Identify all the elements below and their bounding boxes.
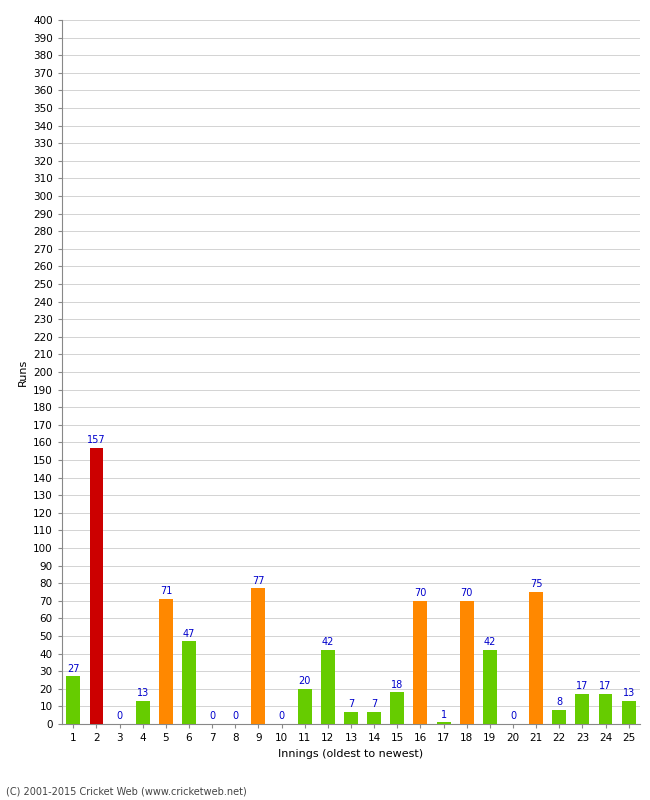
Text: 157: 157	[87, 435, 106, 445]
Bar	[344, 712, 358, 724]
Text: 70: 70	[414, 588, 426, 598]
Text: 20: 20	[298, 676, 311, 686]
Text: 70: 70	[460, 588, 473, 598]
Text: 17: 17	[576, 682, 589, 691]
Text: 7: 7	[348, 699, 354, 709]
Bar	[529, 592, 543, 724]
Text: 0: 0	[278, 711, 285, 722]
Bar	[321, 650, 335, 724]
Text: 0: 0	[510, 711, 516, 722]
Bar	[66, 677, 80, 724]
Text: 1: 1	[441, 710, 447, 720]
Text: 0: 0	[116, 711, 123, 722]
Bar	[437, 722, 450, 724]
Bar	[575, 694, 590, 724]
Text: 13: 13	[136, 689, 149, 698]
Bar	[599, 694, 612, 724]
Text: 27: 27	[67, 664, 79, 674]
Text: 7: 7	[371, 699, 377, 709]
X-axis label: Innings (oldest to newest): Innings (oldest to newest)	[278, 749, 424, 758]
Text: 8: 8	[556, 698, 562, 707]
Bar	[483, 650, 497, 724]
Bar	[413, 601, 427, 724]
Bar	[367, 712, 381, 724]
Text: 42: 42	[484, 638, 496, 647]
Text: (C) 2001-2015 Cricket Web (www.cricketweb.net): (C) 2001-2015 Cricket Web (www.cricketwe…	[6, 786, 247, 796]
Bar	[90, 448, 103, 724]
Bar	[460, 601, 474, 724]
Bar	[552, 710, 566, 724]
Bar	[622, 701, 636, 724]
Bar	[391, 692, 404, 724]
Text: 18: 18	[391, 680, 404, 690]
Bar	[136, 701, 150, 724]
Text: 77: 77	[252, 576, 265, 586]
Text: 75: 75	[530, 579, 542, 590]
Bar	[252, 589, 265, 724]
Text: 17: 17	[599, 682, 612, 691]
Text: 47: 47	[183, 629, 195, 638]
Text: 0: 0	[232, 711, 239, 722]
Y-axis label: Runs: Runs	[18, 358, 27, 386]
Text: 0: 0	[209, 711, 215, 722]
Bar	[159, 599, 173, 724]
Text: 13: 13	[623, 689, 635, 698]
Bar	[298, 689, 311, 724]
Text: 42: 42	[322, 638, 334, 647]
Text: 71: 71	[160, 586, 172, 597]
Bar	[182, 642, 196, 724]
